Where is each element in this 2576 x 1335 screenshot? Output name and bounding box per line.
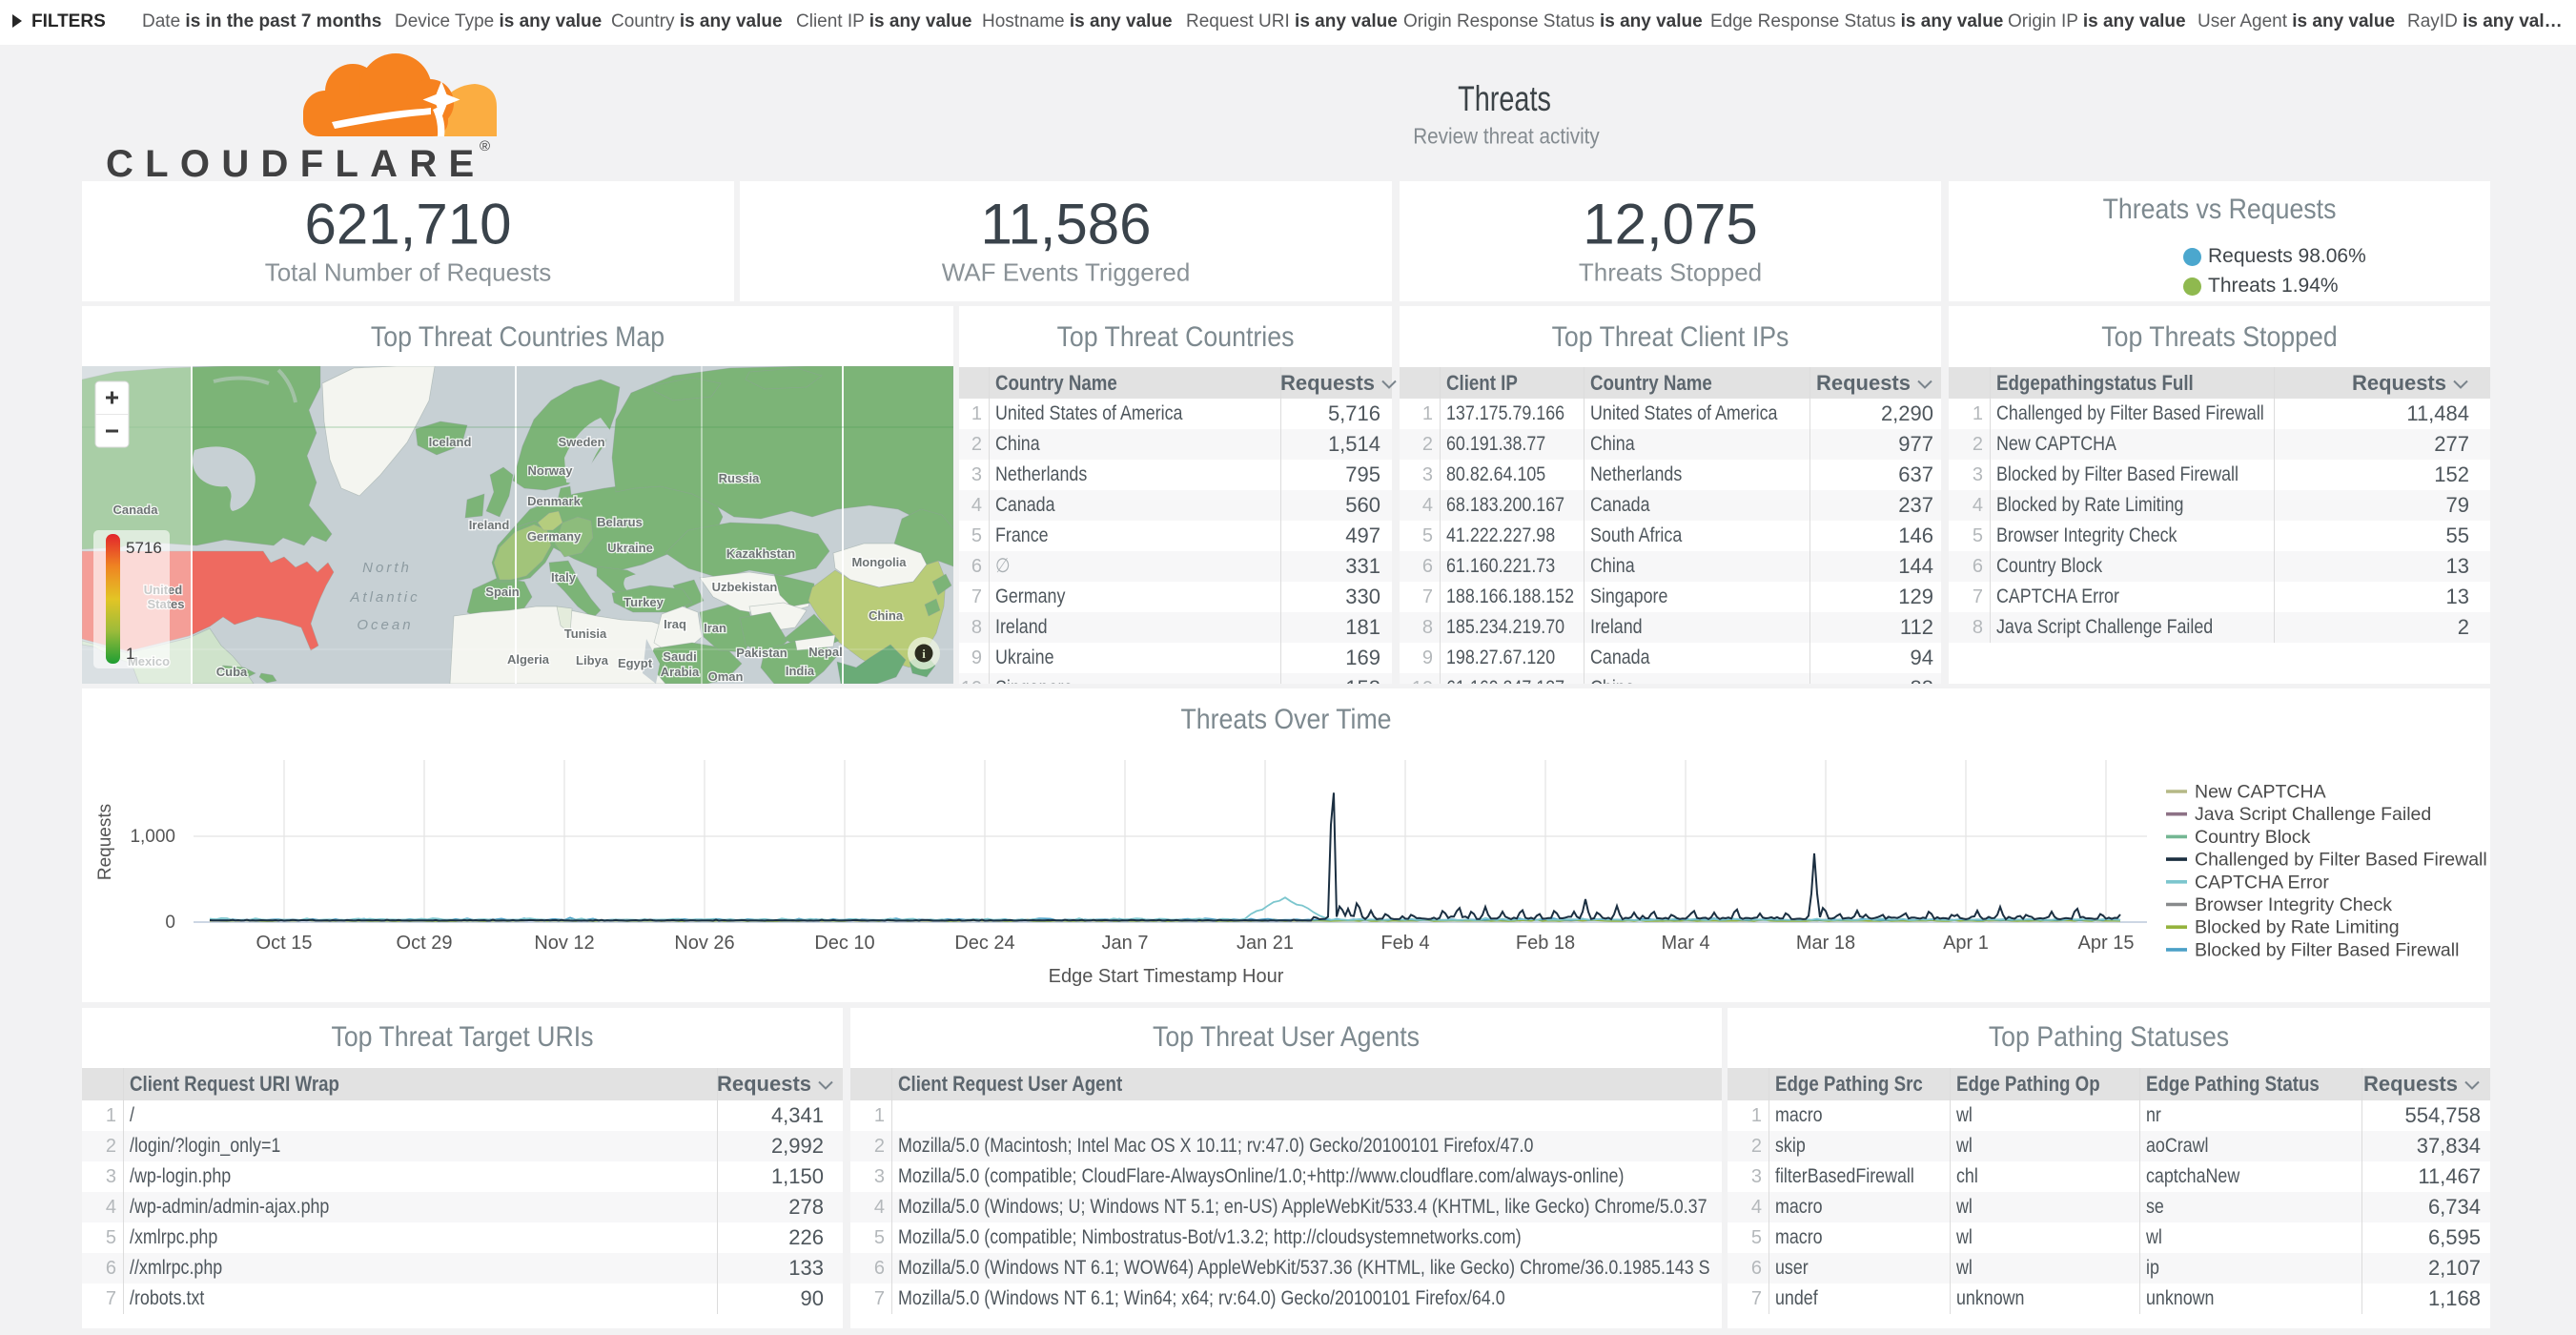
svg-text:Feb 4: Feb 4 [1380,933,1429,954]
svg-text:Norway: Norway [528,463,574,478]
svg-text:Uzbekistan: Uzbekistan [712,580,778,594]
svg-text:1,000: 1,000 [130,827,175,847]
svg-text:Cuba: Cuba [216,665,248,679]
svg-text:Mar 18: Mar 18 [1796,933,1855,954]
svg-text:Iceland: Iceland [429,435,472,449]
svg-text:India: India [786,664,815,678]
svg-text:New CAPTCHA: New CAPTCHA [2195,782,2326,803]
svg-text:Kazakhstan: Kazakhstan [726,546,795,561]
svg-text:Spain: Spain [485,585,519,599]
svg-text:Italy: Italy [551,570,577,585]
svg-text:5716: 5716 [126,539,162,557]
svg-text:Atlantic: Atlantic [349,589,419,606]
svg-text:Pakistan: Pakistan [736,646,787,660]
svg-text:Country Block: Country Block [2195,827,2311,848]
svg-text:Russia: Russia [719,471,760,485]
svg-text:Mongolia: Mongolia [851,555,907,569]
svg-text:Dec 10: Dec 10 [814,933,874,954]
svg-text:Nov 26: Nov 26 [674,933,734,954]
svg-text:Challenged by Filter Based Fir: Challenged by Filter Based Firewall [2195,850,2487,871]
svg-text:CAPTCHA Error: CAPTCHA Error [2195,872,2329,893]
svg-text:Libya: Libya [576,653,609,668]
svg-text:Oct 15: Oct 15 [256,933,313,954]
svg-text:Nepal: Nepal [808,645,842,659]
svg-text:Feb 18: Feb 18 [1516,933,1575,954]
svg-text:Apr 15: Apr 15 [2078,933,2135,954]
svg-text:China: China [869,608,904,623]
svg-text:Dec 24: Dec 24 [954,933,1014,954]
svg-text:Ukraine: Ukraine [607,541,653,555]
svg-text:®: ® [480,138,490,154]
svg-text:Canada: Canada [113,503,159,517]
svg-text:i: i [922,647,926,661]
svg-text:Java Script Challenge Failed: Java Script Challenge Failed [2195,804,2431,825]
svg-text:Iraq: Iraq [664,617,686,631]
svg-text:Ireland: Ireland [469,518,510,532]
svg-text:Apr 1: Apr 1 [1943,933,1989,954]
svg-text:Oman: Oman [708,669,744,684]
svg-text:Ocean: Ocean [357,617,413,633]
svg-text:Blocked by Rate Limiting: Blocked by Rate Limiting [2195,917,2400,938]
svg-text:Belarus: Belarus [597,515,643,529]
svg-text:Egypt: Egypt [618,656,653,670]
svg-text:Edge Start Timestamp Hour: Edge Start Timestamp Hour [1049,966,1284,987]
svg-text:Tunisia: Tunisia [564,626,607,641]
svg-text:Turkey: Turkey [624,595,664,609]
svg-text:Requests: Requests [95,804,115,880]
svg-text:North: North [362,560,412,576]
svg-text:Blocked by Filter Based Firewa: Blocked by Filter Based Firewall [2195,939,2459,960]
svg-text:Jan 21: Jan 21 [1237,933,1294,954]
svg-text:Saudi: Saudi [663,649,696,664]
svg-text:Iran: Iran [704,621,726,635]
svg-text:Oct 29: Oct 29 [397,933,453,954]
svg-text:Algeria: Algeria [507,652,550,667]
svg-text:0: 0 [165,913,175,933]
svg-text:Denmark: Denmark [527,494,581,508]
svg-text:Germany: Germany [527,529,582,544]
svg-text:Nov 12: Nov 12 [534,933,594,954]
svg-text:CLOUDFLARE: CLOUDFLARE [106,143,486,183]
svg-text:Mar 4: Mar 4 [1661,933,1709,954]
svg-text:Browser Integrity Check: Browser Integrity Check [2195,894,2392,915]
svg-text:Arabia: Arabia [661,665,700,679]
svg-text:Sweden: Sweden [558,435,604,449]
svg-text:Jan 7: Jan 7 [1102,933,1149,954]
svg-text:1: 1 [126,645,134,663]
